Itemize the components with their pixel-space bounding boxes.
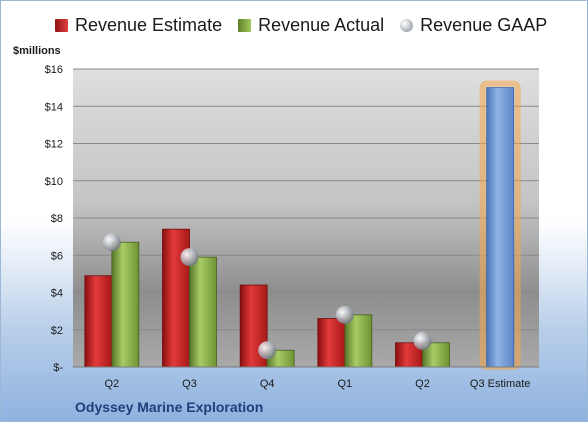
gridlines [73,68,539,331]
legend-item-gaap: Revenue GAAP [400,15,547,36]
x-tick-label: Q2 [104,378,119,390]
bar-revenue-actual [111,241,140,368]
marker-revenue-gaap [335,305,354,324]
x-tick-label: Q3 Estimate [470,378,531,390]
y-tick-label: $4 [51,288,63,300]
y-axis-unit-label: $millions [13,45,61,57]
x-tick-label: Q2 [415,378,430,390]
y-tick-label: $8 [51,213,63,225]
legend-swatch-estimate [55,19,68,32]
legend-swatch-actual [238,19,252,32]
y-axis-ticks: $- $2 $4 $6 $8 $10 $12 $14 $16 [45,64,64,374]
company-name: Odyssey Marine Exploration [75,399,264,415]
x-axis-ticks: Q2 Q3 Q4 Q1 Q2 Q3 Estimate [104,378,530,390]
bar-revenue-actual [344,314,373,368]
marker-revenue-gaap [413,331,432,350]
x-tick-label: Q1 [337,378,352,390]
legend-label-estimate: Revenue Estimate [75,15,223,35]
legend-item-actual: Revenue Actual [238,15,384,36]
bar-revenue-estimate [84,275,113,368]
y-tick-label: $12 [45,139,63,151]
marker-revenue-gaap [102,233,121,252]
y-tick-label: $- [53,362,63,374]
legend-label-gaap: Revenue GAAP [420,15,548,35]
y-tick-label: $10 [45,176,63,188]
bar-q3-estimate [486,87,515,368]
legend-label-actual: Revenue Actual [258,15,385,35]
y-tick-label: $16 [45,64,63,76]
legend: Revenue Estimate Revenue Actual Revenue … [55,15,547,36]
legend-item-estimate: Revenue Estimate [55,15,222,36]
bar-revenue-actual [189,256,217,368]
chart-svg: $- $2 $4 $6 $8 $10 $12 $14 $16 Q2 Q3 Q4 Q1 Q2 Q3 Esti… [45,64,539,390]
marker-revenue-gaap [258,341,277,360]
x-tick-label: Q4 [260,378,275,390]
gaap-markers [102,233,432,360]
y-tick-label: $14 [45,101,63,113]
y-tick-label: $2 [51,325,63,337]
x-tick-label: Q3 [182,378,197,390]
legend-swatch-gaap [400,19,414,32]
marker-revenue-gaap [180,248,199,267]
bar-revenue-estimate [317,318,346,368]
y-tick-label: $6 [51,250,63,262]
